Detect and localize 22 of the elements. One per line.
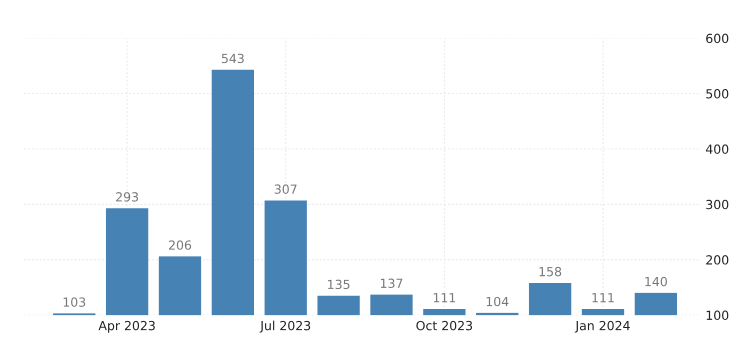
- data-label: 158: [540, 266, 562, 276]
- y-tick-label: 300: [706, 200, 728, 210]
- x-tick-label: Jul 2023: [260, 320, 310, 333]
- data-label: 307: [274, 184, 297, 194]
- data-label: 135: [328, 280, 350, 290]
- y-tick-label: 500: [706, 89, 728, 98]
- x-tick-label: Jan 2024: [574, 320, 630, 333]
- data-label: 104: [486, 296, 508, 306]
- data-label: 140: [645, 276, 667, 286]
- y-tick-label: 100: [706, 310, 728, 320]
- data-label: 103: [64, 297, 86, 307]
- data-label: 206: [168, 240, 192, 250]
- x-tick-label: Oct 2023: [416, 320, 472, 330]
- data-label: 543: [222, 54, 244, 64]
- data-label: 137: [380, 278, 402, 288]
- x-tick-label: Apr 2023: [98, 320, 155, 333]
- data-label: 111: [434, 293, 456, 302]
- y-tick-label: 200: [706, 255, 728, 265]
- data-label: 111: [592, 293, 614, 302]
- y-tick-label: 400: [706, 144, 728, 154]
- data-label: 293: [116, 192, 138, 202]
- y-tick-label: 600: [706, 34, 728, 44]
